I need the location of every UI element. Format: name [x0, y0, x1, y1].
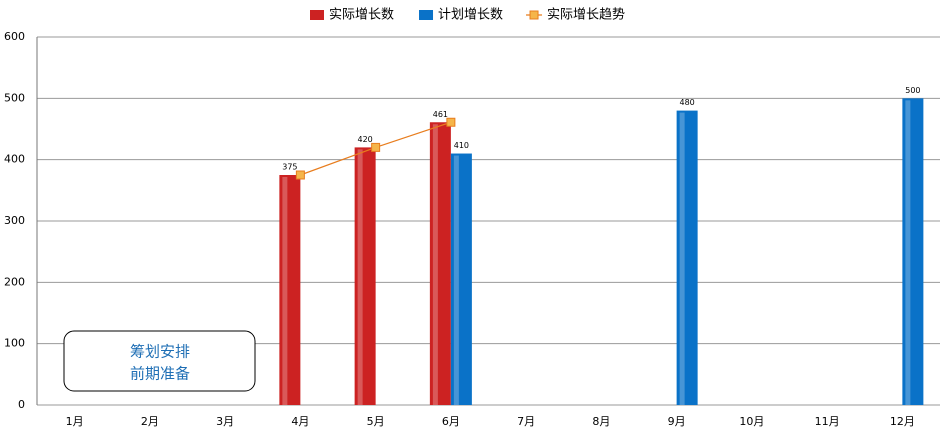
bar	[279, 175, 301, 405]
y-tick-label: 400	[4, 153, 25, 166]
y-tick-label: 600	[4, 30, 25, 43]
bar	[354, 147, 376, 405]
annotation-box	[63, 330, 256, 392]
x-tick-label: 9月	[668, 415, 686, 428]
x-tick-label: 7月	[517, 415, 535, 428]
x-tick-label: 12月	[890, 415, 915, 428]
bar-highlight	[282, 177, 288, 405]
x-tick-label: 8月	[592, 415, 610, 428]
legend-label: 计划增长数	[438, 8, 503, 23]
value-label: 375	[282, 163, 297, 172]
bar	[429, 122, 451, 406]
x-tick-label: 5月	[367, 415, 385, 428]
value-label: 420	[357, 135, 372, 144]
bar	[676, 110, 698, 405]
bar	[902, 98, 924, 405]
y-tick-label: 300	[4, 214, 25, 227]
value-label: 410	[454, 141, 469, 150]
y-tick-label: 100	[4, 337, 25, 350]
x-tick-label: 6月	[442, 415, 460, 428]
x-tick-label: 4月	[291, 415, 309, 428]
x-tick-label: 10月	[739, 415, 764, 428]
y-tick-label: 500	[4, 91, 25, 104]
legend-swatch	[529, 10, 539, 20]
annotation-line: 前期准备	[130, 365, 190, 383]
x-tick-label: 11月	[815, 415, 840, 428]
annotation-line: 筹划安排	[130, 343, 190, 361]
bar-highlight	[432, 124, 438, 406]
y-tick-label: 200	[4, 275, 25, 288]
bar	[450, 153, 472, 405]
value-label: 480	[679, 98, 694, 107]
trend-marker	[371, 142, 381, 152]
bar-highlight	[453, 155, 459, 405]
value-label: 500	[905, 86, 920, 95]
x-tick-label: 2月	[141, 415, 159, 428]
legend-label: 实际增长趋势	[547, 7, 625, 23]
trend-marker	[446, 117, 456, 127]
bar-highlight	[357, 149, 363, 405]
legend-label: 实际增长数	[329, 8, 394, 23]
bar-highlight	[905, 100, 911, 405]
x-tick-label: 3月	[216, 415, 234, 428]
x-tick-label: 1月	[66, 415, 84, 428]
trend-marker	[295, 170, 305, 180]
bar-highlight	[679, 112, 685, 405]
legend-swatch	[310, 10, 324, 20]
y-tick-label: 0	[18, 398, 25, 411]
value-label: 461	[433, 110, 448, 119]
legend-swatch	[419, 10, 434, 20]
